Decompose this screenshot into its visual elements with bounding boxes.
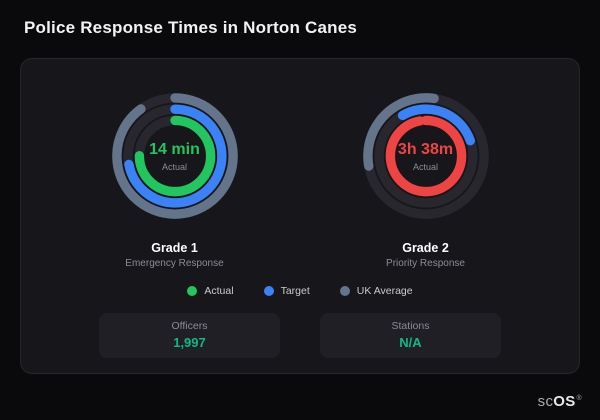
page-title: Police Response Times in Norton Canes [24, 18, 358, 37]
stat-officers-value: 1,997 [173, 335, 206, 350]
gauge-subtitle-grade1: Emergency Response [125, 258, 224, 269]
gauge-chart-grade1: 14 min Actual [100, 81, 250, 231]
response-times-card: 14 min Actual Grade 1 Emergency Response… [20, 58, 580, 374]
legend-dot-actual-icon [187, 286, 198, 296]
legend-dot-uk-average-icon [339, 286, 350, 296]
legend-item-actual: Actual [187, 285, 234, 297]
gauge-rings-grade2 [362, 93, 489, 219]
legend-item-uk-average: UK Average [339, 285, 413, 297]
gauge-title-grade2: Grade 2 [402, 241, 449, 255]
gauge-block-grade2: 3h 38m Actual Grade 2 Priority Response [301, 81, 551, 269]
gauges-row: 14 min Actual Grade 1 Emergency Response… [21, 81, 579, 269]
legend-label-target: Target [280, 285, 310, 297]
legend-label-actual: Actual [204, 285, 234, 297]
stat-stations: Stations N/A [320, 313, 501, 358]
scos-logo-suffix: OS [553, 393, 576, 410]
scos-logo-prefix: sc [537, 393, 554, 410]
scos-logo: scOS® [538, 393, 582, 410]
stats-row: Officers 1,997 Stations N/A [21, 313, 579, 358]
gauge-title-grade1: Grade 1 [151, 241, 198, 255]
stat-officers-label: Officers [171, 320, 208, 332]
stat-stations-value: N/A [399, 335, 422, 350]
gauge-chart-grade2: 3h 38m Actual [351, 81, 501, 231]
stat-stations-label: Stations [391, 320, 430, 332]
gauge-block-grade1: 14 min Actual Grade 1 Emergency Response [50, 81, 300, 269]
stat-officers: Officers 1,997 [99, 313, 280, 358]
chart-legend: Actual Target UK Average [21, 285, 579, 297]
legend-item-target: Target [263, 285, 310, 297]
gauge-subtitle-grade2: Priority Response [386, 258, 465, 269]
legend-label-uk-average: UK Average [356, 285, 413, 297]
legend-dot-target-icon [263, 286, 274, 296]
registered-trademark-icon: ® [576, 395, 582, 402]
gauge-rings-grade1 [111, 93, 238, 219]
